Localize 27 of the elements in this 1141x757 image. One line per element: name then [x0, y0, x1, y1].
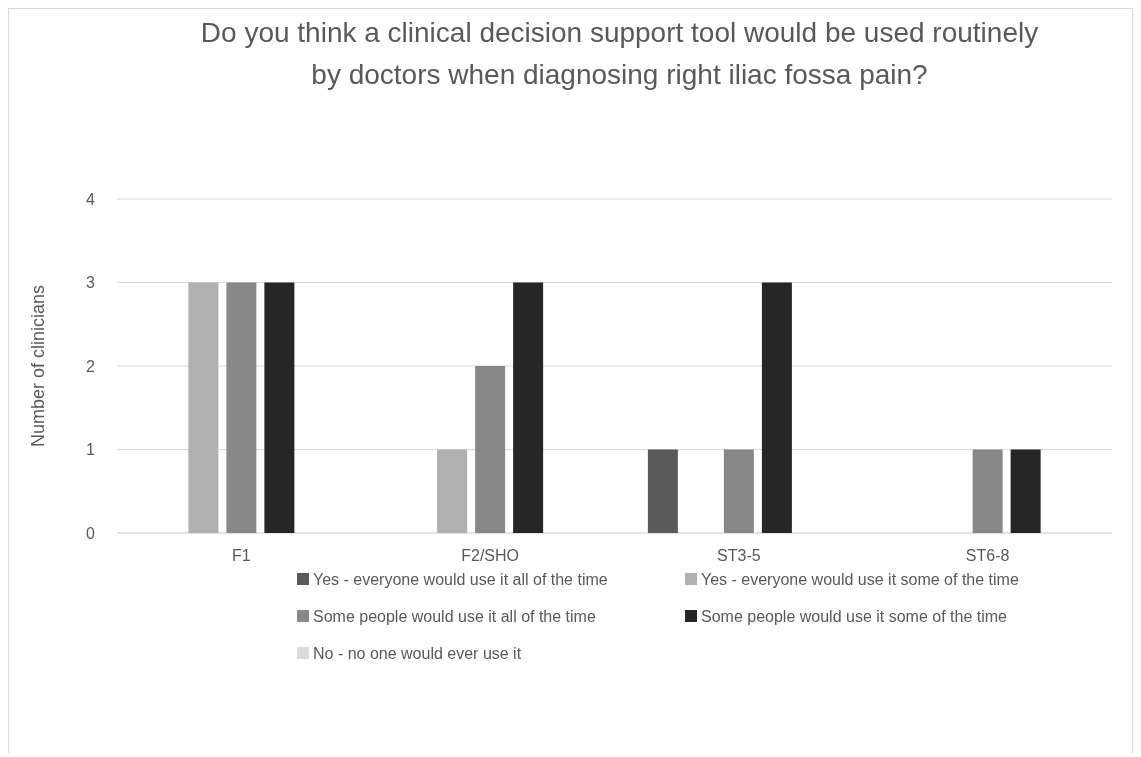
legend-label: Yes - everyone would use it some of the time — [701, 570, 1019, 588]
x-tick-label: F2/SHO — [461, 547, 520, 564]
bar — [475, 366, 506, 533]
bar — [188, 282, 219, 533]
legend-label: Some people would use it some of the time — [701, 607, 1008, 625]
x-tick-label: F1 — [232, 547, 251, 564]
y-tick-label: 4 — [86, 190, 96, 208]
bar — [226, 282, 257, 533]
y-tick-label: 1 — [86, 441, 96, 459]
y-tick-label: 0 — [86, 524, 96, 542]
bar — [437, 449, 468, 533]
x-tick-label: ST3-5 — [717, 547, 761, 564]
bar — [972, 449, 1003, 533]
x-tick-label: ST6-8 — [965, 547, 1010, 564]
legend-label: No - no one would ever use it — [313, 644, 522, 662]
bar — [1010, 449, 1041, 533]
bar — [647, 449, 678, 533]
chart-title: Do you think a clinical decision support tool would be used routinely by doctors when diagnosing right iliac fossa pain? — [200, 17, 1039, 90]
bar — [264, 282, 295, 533]
bar — [723, 449, 754, 533]
bar — [761, 282, 792, 533]
y-axis-title: Number of clinicians — [28, 284, 48, 448]
legend-label: Some people would use it all of the time — [313, 607, 596, 625]
bar — [513, 282, 544, 533]
y-tick-label: 3 — [86, 274, 96, 292]
legend-label: Yes - everyone would use it all of the time — [313, 570, 608, 588]
y-tick-label: 2 — [86, 357, 96, 375]
